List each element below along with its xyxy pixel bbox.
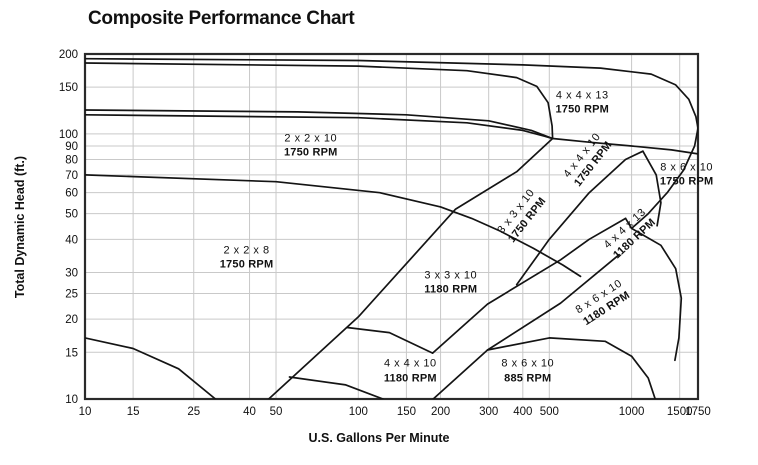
4x4x13-1180-band-edge — [515, 150, 644, 286]
x-tick-label-500: 500 — [540, 406, 559, 418]
4x4x13-1750-max-head-curve — [85, 57, 698, 130]
upper-second-head-curve — [85, 62, 554, 140]
x-tick-label-1000: 1000 — [619, 406, 645, 418]
x-tick-label-150: 150 — [397, 406, 416, 418]
8x6x10-1750-top-curve — [551, 137, 698, 155]
y-tick-label-200: 200 — [59, 49, 78, 61]
2x2x8-1750-min-curve — [85, 337, 217, 399]
3x3x10-min-flow-diagonal — [267, 137, 554, 399]
8x6x10-885-top-curve — [486, 337, 657, 399]
x-tick-label-200: 200 — [431, 406, 450, 418]
x-tick-label-15: 15 — [127, 406, 140, 418]
4x4x13-1180-right-closure — [642, 150, 662, 227]
y-tick-label-90: 90 — [65, 141, 78, 153]
x-tick-label-50: 50 — [270, 406, 283, 418]
y-tick-label-80: 80 — [65, 155, 78, 167]
4x4x10-1180-top-curve — [346, 326, 434, 354]
y-tick-label-60: 60 — [65, 188, 78, 200]
x-tick-label-1500: 1500 — [667, 406, 693, 418]
4x4x13-1750-runout-edge — [630, 127, 698, 230]
x-tick-label-300: 300 — [479, 406, 498, 418]
x-tick-label-40: 40 — [243, 406, 256, 418]
x-tick-label-25: 25 — [187, 406, 200, 418]
x-tick-label-10: 10 — [79, 406, 92, 418]
y-tick-label-30: 30 — [65, 267, 78, 279]
x-tick-label-1750: 1750 — [685, 406, 711, 418]
70ft-shared-curve — [85, 174, 582, 278]
8x6x10-885-min-flow-diagonal — [432, 253, 620, 399]
8x6x10-1180-min-flow-diagonal — [431, 217, 627, 354]
chart-title: Composite Performance Chart — [88, 8, 355, 29]
x-tick-label-100: 100 — [349, 406, 368, 418]
plot-border — [83, 52, 700, 401]
y-tick-label-100: 100 — [59, 129, 78, 141]
y-tick-label-15: 15 — [65, 347, 78, 359]
y-tick-label-70: 70 — [65, 170, 78, 182]
4x4x10-1180-min-curve — [288, 376, 384, 399]
2x2x10-1750-max-head-curve — [85, 109, 554, 140]
y-tick-label-10: 10 — [65, 394, 78, 406]
y-tick-label-40: 40 — [65, 234, 78, 246]
8x6x10-1180-top-and-runout — [624, 217, 683, 362]
2x2x10-1750-second-head-curve — [85, 113, 554, 140]
curves-group — [85, 57, 698, 399]
y-tick-label-50: 50 — [65, 209, 78, 221]
y-tick-label-20: 20 — [65, 314, 78, 326]
x-tick-label-400: 400 — [513, 406, 532, 418]
y-tick-label-150: 150 — [59, 82, 78, 94]
x-axis-title: U.S. Gallons Per Minute — [308, 431, 450, 445]
y-tick-label-25: 25 — [65, 288, 78, 300]
